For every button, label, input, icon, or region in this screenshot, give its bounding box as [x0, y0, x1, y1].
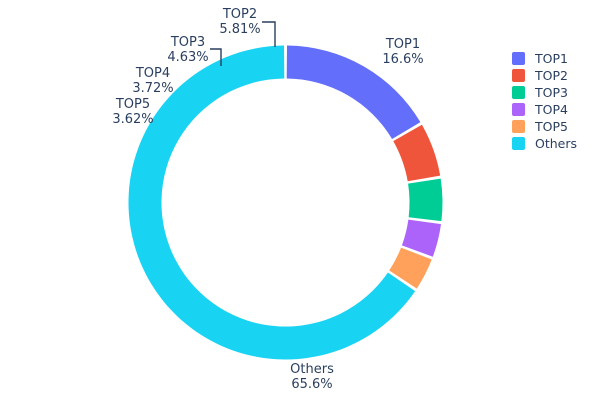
legend-item-top3[interactable]: TOP3 — [512, 84, 596, 101]
donut-slice-top5[interactable] — [389, 247, 432, 289]
legend-item-label: TOP4 — [535, 102, 568, 117]
legend-swatch-icon — [512, 120, 525, 133]
legend-item-top4[interactable]: TOP4 — [512, 101, 596, 118]
leader-line-top3 — [210, 48, 222, 66]
legend-item-label: TOP1 — [535, 51, 568, 66]
legend-item-others[interactable]: Others — [512, 135, 596, 152]
slice-label-top2: TOP2 5.81% — [219, 7, 260, 37]
leader-line-top2 — [262, 21, 276, 47]
legend-item-top1[interactable]: TOP1 — [512, 50, 596, 67]
slice-label-top1: TOP1 16.6% — [382, 37, 423, 67]
legend-item-top5[interactable]: TOP5 — [512, 118, 596, 135]
donut-slices[interactable] — [128, 45, 443, 360]
slice-label-top4: TOP4 3.72% — [132, 66, 173, 96]
legend-item-top2[interactable]: TOP2 — [512, 67, 596, 84]
legend-item-label: TOP2 — [535, 68, 568, 83]
legend-item-label: Others — [535, 136, 578, 151]
slice-label-others: Others 65.6% — [290, 362, 334, 392]
donut-slice-top1[interactable] — [286, 45, 421, 140]
legend-swatch-icon — [512, 52, 525, 65]
chart-legend[interactable]: TOP1 TOP2 TOP3 TOP4 TOP5 Others — [512, 50, 596, 152]
donut-slice-top4[interactable] — [401, 219, 442, 257]
slice-labels: TOP1 16.6% TOP2 5.81% TOP3 4.63%TOP4 3.72%TOP5… — [112, 7, 423, 392]
legend-item-label: TOP3 — [535, 85, 568, 100]
legend-swatch-icon — [512, 86, 525, 99]
legend-swatch-icon — [512, 103, 525, 116]
label-leader-lines — [210, 21, 276, 66]
legend-swatch-icon — [512, 137, 525, 150]
slice-label-top3: TOP3 4.63% — [167, 35, 208, 65]
donut-slice-top2[interactable] — [393, 124, 441, 182]
slice-label-top5: TOP5 3.62% — [112, 97, 153, 127]
legend-item-label: TOP5 — [535, 119, 568, 134]
donut-slice-top3[interactable] — [408, 178, 443, 222]
legend-swatch-icon — [512, 69, 525, 82]
